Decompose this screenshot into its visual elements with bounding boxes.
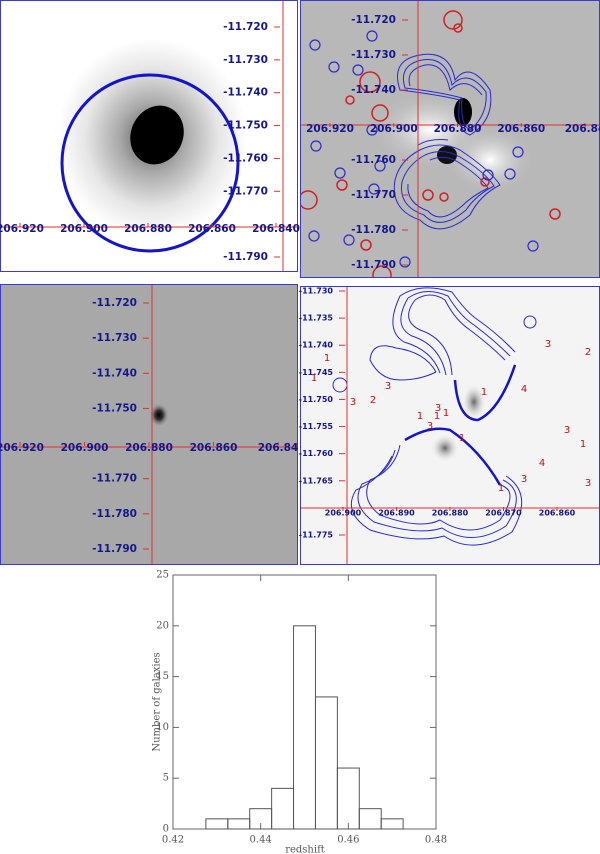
y-tick-label: -11.770 <box>351 189 396 201</box>
y-tick-label: -11.765 <box>299 476 334 485</box>
redshift-label: 2 <box>370 395 376 406</box>
y-tick-label: -11.730 <box>351 49 396 61</box>
histogram-bar <box>271 787 295 830</box>
x-tick-label: 0.44 <box>250 835 272 846</box>
redshift-label: 3 <box>545 339 551 350</box>
x-tick-label: 206.870 <box>485 509 522 518</box>
x-tick-label: 0.48 <box>425 835 447 846</box>
panel-image <box>0 284 298 565</box>
y-tick-label: -11.750 <box>223 120 268 132</box>
x-tick-label: 0.46 <box>337 835 359 846</box>
panel-image <box>300 0 600 278</box>
redshift-label: 3 <box>564 425 570 436</box>
redshift-label: 1 <box>481 387 487 398</box>
histogram-bar <box>314 696 338 830</box>
x-tick-label: 206.860 <box>188 223 236 235</box>
y-tick-label: -11.720 <box>92 297 137 309</box>
y-tick-label: 15 <box>156 671 169 682</box>
y-tick-label: -11.790 <box>92 543 137 555</box>
x-tick-label: 206.890 <box>378 509 415 518</box>
y-tick-label: 5 <box>163 773 169 784</box>
y-tick-label: 25 <box>156 570 169 581</box>
y-tick-label: 20 <box>156 620 169 631</box>
redshift-label: 1 <box>417 411 423 422</box>
panel-image <box>300 286 600 565</box>
y-tick-label: -11.730 <box>299 287 334 296</box>
redshift-label: 2 <box>585 347 591 358</box>
x-tick-label: 206.920 <box>0 442 44 454</box>
redshift-label: 1 <box>580 439 586 450</box>
y-tick-label: -11.770 <box>92 473 137 485</box>
x-tick-label: 206.900 <box>370 123 418 135</box>
x-tick-label: 206.900 <box>60 223 108 235</box>
x-tick-label: 206.880 <box>434 123 482 135</box>
panel-image <box>0 0 298 272</box>
redshift-label: 1 <box>443 408 449 419</box>
x-tick-label: 206.900 <box>61 442 109 454</box>
redshift-label: 3 <box>385 381 391 392</box>
redshift-label: 1 <box>311 373 317 384</box>
redshift-label: 3 <box>427 421 433 432</box>
y-tick-label: -11.720 <box>223 21 268 33</box>
x-tick-label: 206.860 <box>190 442 238 454</box>
redshift-label: 3 <box>521 474 527 485</box>
y-tick-label: -11.750 <box>299 395 334 404</box>
x-tick-label: 206.880 <box>124 223 172 235</box>
x-tick-label: 206.84 <box>565 123 600 135</box>
x-tick-label: 206.84 <box>258 442 299 454</box>
plot-frame <box>172 574 437 830</box>
y-tick-label: -11.745 <box>299 368 334 377</box>
y-tick-label: -11.770 <box>223 185 268 197</box>
x-tick-label: 206.880 <box>432 509 469 518</box>
redshift-label: 3 <box>435 403 441 414</box>
x-tick-label: 206.920 <box>306 123 354 135</box>
histogram-bar <box>293 625 316 830</box>
x-tick-label: 206.860 <box>497 123 545 135</box>
x-tick-label: 206.840 <box>252 223 300 235</box>
redshift-label: 1 <box>434 411 440 422</box>
y-tick-label: -11.740 <box>92 367 137 379</box>
redshift-label: 4 <box>539 458 545 469</box>
histogram-bar <box>336 767 360 830</box>
y-tick-label: -11.730 <box>92 332 137 344</box>
y-tick-label: -11.720 <box>351 14 396 26</box>
redshift-label: 3 <box>350 397 356 408</box>
y-tick-label: -11.790 <box>351 259 396 271</box>
y-tick-label: -11.740 <box>299 341 334 350</box>
redshift-label: 1 <box>459 433 465 444</box>
x-tick-label: 206.880 <box>125 442 173 454</box>
y-tick-label: -11.775 <box>299 531 334 540</box>
histogram-bar <box>227 818 251 830</box>
x-axis-label: redshift <box>285 845 325 854</box>
y-tick-label: 10 <box>156 722 169 733</box>
y-tick-label: -11.730 <box>223 54 268 66</box>
x-tick-label: 0.42 <box>162 835 184 846</box>
y-tick-label: 0 <box>163 824 169 835</box>
x-tick-label: 206.860 <box>539 509 576 518</box>
y-tick-label: -11.740 <box>223 87 268 99</box>
redshift-label: 4 <box>521 384 527 395</box>
y-tick-label: -11.780 <box>351 224 396 236</box>
y-tick-label: -11.760 <box>299 449 334 458</box>
panel-frame <box>0 284 298 565</box>
histogram-bar <box>205 818 229 830</box>
y-tick-label: -11.790 <box>223 251 268 263</box>
redshift-label: 1 <box>324 353 330 364</box>
y-tick-label: -11.750 <box>92 402 137 414</box>
redshift-label: 3 <box>585 478 591 489</box>
y-tick-label: -11.760 <box>351 154 396 166</box>
panel-frame <box>0 0 298 272</box>
x-tick-label: 206.900 <box>325 509 362 518</box>
y-tick-label: -11.755 <box>299 422 334 431</box>
histogram-bar <box>358 808 382 830</box>
y-tick-label: -11.780 <box>92 508 137 520</box>
y-axis-label: Number of galaxies <box>152 652 163 751</box>
redshift-label: 1 <box>498 483 504 494</box>
y-tick-label: -11.760 <box>223 152 268 164</box>
x-tick-label: 206.920 <box>0 223 44 235</box>
y-tick-label: -11.735 <box>299 314 334 323</box>
y-tick-label: -11.740 <box>351 84 396 96</box>
histogram-bar <box>380 818 404 830</box>
